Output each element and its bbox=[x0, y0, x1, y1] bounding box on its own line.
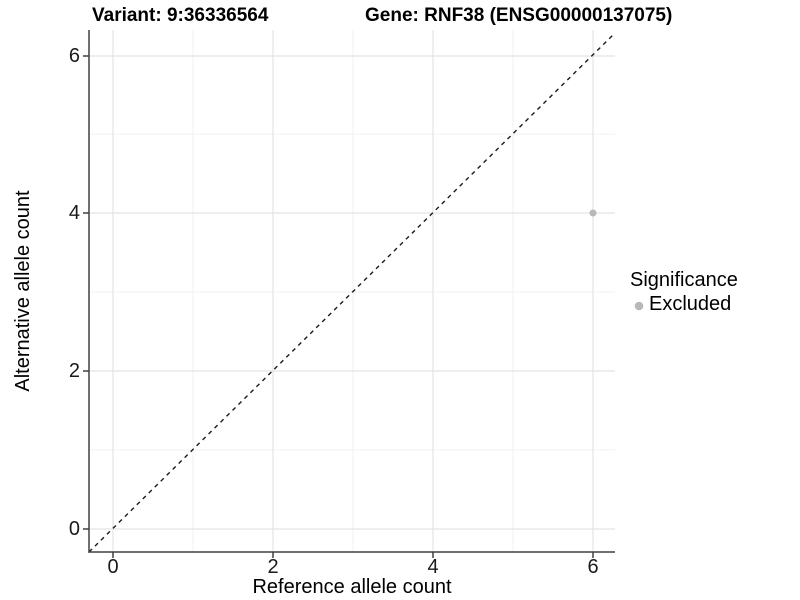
y-tick-label-4: 4 bbox=[68, 202, 80, 224]
major-gridlines bbox=[89, 30, 615, 552]
variant-title: Variant: 9:36336564 bbox=[92, 5, 269, 26]
tick-marks bbox=[83, 55, 594, 558]
y-tick-label-6: 6 bbox=[68, 45, 80, 67]
legend-point-icon bbox=[634, 301, 644, 310]
y-tick-label-2: 2 bbox=[68, 360, 80, 382]
y-axis-title: Alternative allele count bbox=[12, 190, 34, 392]
data-point-excluded bbox=[589, 209, 597, 217]
legend-item-excluded: Excluded bbox=[630, 293, 738, 316]
identity-line bbox=[88, 32, 616, 553]
x-axis-title: Reference allele count bbox=[252, 576, 452, 598]
x-tick-label-0: 0 bbox=[107, 556, 119, 578]
legend-item-label: Excluded bbox=[649, 293, 732, 315]
x-tick-label-6: 6 bbox=[587, 556, 599, 578]
legend-title: Significance bbox=[630, 269, 738, 291]
gene-title: Gene: RNF38 (ENSG00000137075) bbox=[365, 5, 673, 26]
axis-lines bbox=[88, 30, 615, 553]
legend: Significance Excluded bbox=[630, 269, 738, 316]
x-tick-label-2: 2 bbox=[267, 556, 279, 578]
x-tick-label-4: 4 bbox=[427, 556, 439, 578]
y-tick-label-0: 0 bbox=[68, 518, 80, 540]
